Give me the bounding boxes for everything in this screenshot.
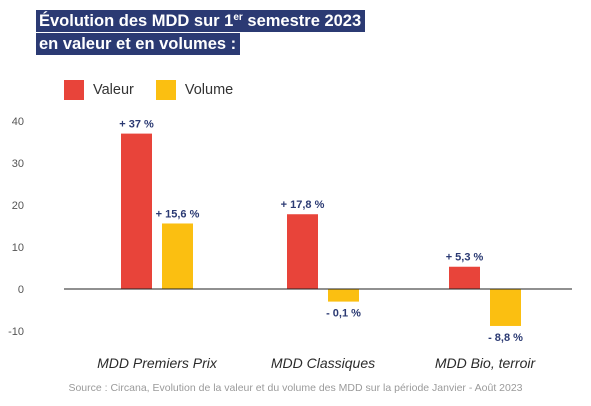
legend-swatch-volume [155,80,176,100]
bar-volume-1 [162,223,193,289]
y-tick-label: 0 [18,284,24,296]
bar-valeur-1 [121,133,152,289]
data-label: - 8,8 % [488,332,523,344]
legend-label-valeur: Valeur [93,82,134,98]
y-tick-label: 20 [12,200,24,212]
legend-item-valeur: Valeur [64,80,134,100]
legend-label-volume: Volume [184,82,234,98]
category-label: MDD Premiers Prix [97,355,218,371]
data-label: + 15,6 % [156,208,200,220]
y-tick-label: 10 [12,242,24,254]
data-label: + 17,8 % [281,199,325,211]
title-line-1: Évolution des MDD sur 1er semestre 2023 [36,10,366,32]
bar-valeur-3 [449,266,480,289]
category-label: MDD Classiques [271,355,375,371]
legend-swatch-valeur [64,80,84,100]
y-tick-label: 30 [12,158,24,170]
y-tick-label: -10 [8,326,24,338]
category-label: MDD Bio, terroir [435,355,537,371]
source-note: Source : Circana, Evolution de la valeur… [68,382,523,394]
chart-title: Évolution des MDD sur 1er semestre 2023 … [36,10,366,55]
data-label: + 5,3 % [446,252,484,264]
bar-volume-3 [490,289,521,326]
data-label: + 37 % [119,119,154,131]
bar-volume-2 [328,289,359,302]
y-tick-label: 40 [12,116,24,128]
legend: Valeur Volume [64,80,255,100]
bar-valeur-2 [287,214,318,289]
data-label: - 0,1 % [326,308,361,320]
legend-item-volume: Volume [155,80,234,100]
title-line-2: en valeur et en volumes : [36,33,241,55]
